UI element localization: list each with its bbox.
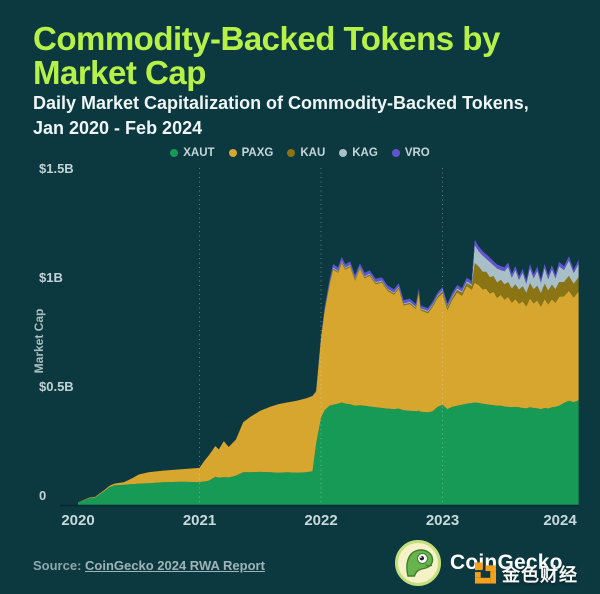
x-tick-2020: 2020 <box>61 512 94 529</box>
legend-item-vro: VRO <box>391 147 430 159</box>
page-title: Commodity-Backed Tokens by Market Cap <box>33 22 500 90</box>
y-tick-1b: $1B <box>39 270 63 285</box>
legend-label-xaut: XAUT <box>183 147 215 159</box>
chart-legend: XAUT PAXG KAU KAG VRO <box>0 147 600 159</box>
legend-item-xaut: XAUT <box>170 147 215 159</box>
legend-dot-paxg <box>228 149 237 157</box>
page-subtitle-line2: Jan 2020 - Feb 2024 <box>33 118 203 138</box>
x-tick-2024: 2024 <box>543 512 577 529</box>
legend-dot-xaut <box>170 149 179 157</box>
x-tick-2021: 2021 <box>183 512 216 529</box>
page-title-line2: Market Cap <box>33 54 206 91</box>
legend-item-kau: KAU <box>287 147 325 159</box>
source-link[interactable]: CoinGecko 2024 RWA Report <box>85 558 265 573</box>
y-tick-1.5b: $1.5B <box>39 161 74 176</box>
y-tick-0.5b: $0.5B <box>39 379 74 394</box>
source-line: Source: CoinGecko 2024 RWA Report <box>33 558 265 573</box>
legend-dot-kag <box>339 149 348 157</box>
series-area-paxg <box>78 263 579 503</box>
legend-dot-kau <box>287 149 296 157</box>
watermark: 金色财经 <box>474 561 578 587</box>
legend-item-kag: KAG <box>339 147 378 159</box>
page-subtitle-line1: Daily Market Capitalization of Commodity… <box>33 93 529 113</box>
y-axis-title: Market Cap <box>32 309 46 374</box>
series-area-xaut <box>78 400 579 505</box>
x-tick-2022: 2022 <box>304 512 337 529</box>
legend-item-paxg: PAXG <box>228 147 274 159</box>
jinse-finance-icon <box>474 562 497 584</box>
legend-label-kau: KAU <box>300 147 326 159</box>
page-title-line1: Commodity-Backed Tokens by <box>33 20 500 57</box>
y-tick-0: 0 <box>39 488 46 503</box>
x-tick-2023: 2023 <box>426 512 459 529</box>
legend-dot-vro <box>391 149 400 157</box>
coingecko-logo-icon <box>395 540 441 586</box>
legend-label-kag: KAG <box>352 147 378 159</box>
legend-label-vro: VRO <box>404 147 430 159</box>
source-label: Source: <box>33 558 82 573</box>
watermark-text: 金色财经 <box>502 565 578 585</box>
page-subtitle: Daily Market Capitalization of Commodity… <box>33 91 529 141</box>
legend-label-paxg: PAXG <box>241 147 274 159</box>
